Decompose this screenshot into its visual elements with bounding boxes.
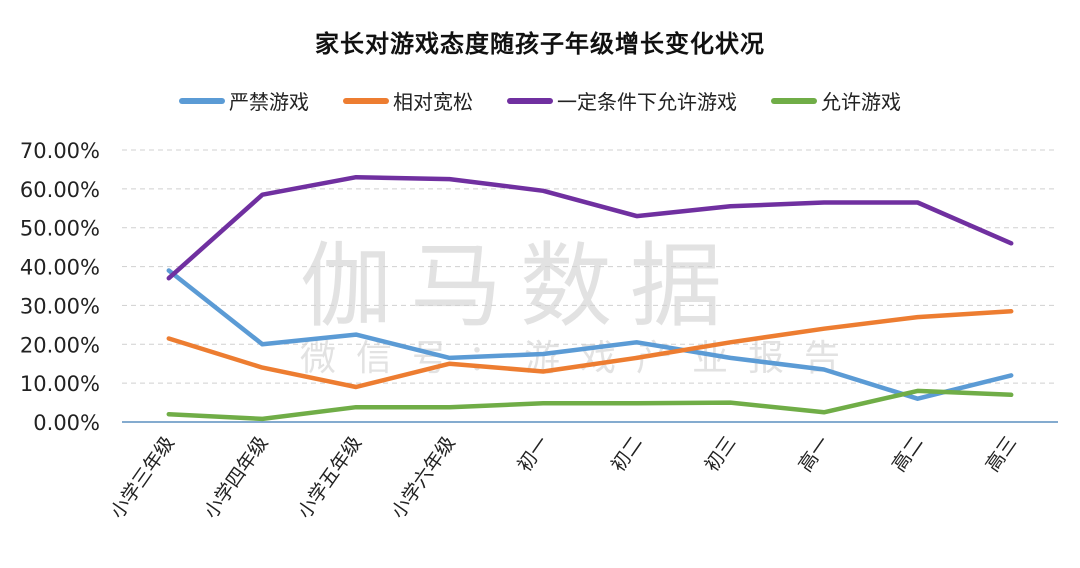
x-tick-label: 初三 (701, 432, 741, 476)
series-line-2 (166, 174, 1014, 281)
watermark-text: 伽马数据 (300, 233, 740, 340)
chart-title: 家长对游戏态度随孩子年级增长变化状况 (315, 30, 765, 58)
chart-legend: 严禁游戏 相对宽松 一定条件下允许游戏 允许游戏 (0, 86, 1080, 115)
legend-label: 严禁游戏 (229, 90, 309, 114)
legend-label: 一定条件下允许游戏 (557, 90, 737, 114)
x-tick-label: 小学六年级 (387, 432, 460, 522)
y-tick-label: 30.00% (20, 294, 100, 318)
y-axis: 0.00% 10.00% 20.00% 30.00% 40.00% 50.00% 60.00… (20, 139, 100, 435)
x-tick-label: 小学五年级 (294, 432, 367, 522)
x-tick-label: 高二 (888, 432, 928, 476)
legend-label: 相对宽松 (393, 90, 473, 114)
legend-item-series-3: 允许游戏 (771, 86, 901, 115)
x-tick-label: 小学三年级 (106, 432, 179, 522)
y-tick-label: 10.00% (20, 372, 100, 396)
y-tick-label: 40.00% (20, 256, 100, 280)
x-tick-label: 高三 (981, 432, 1021, 476)
legend-item-series-2: 一定条件下允许游戏 (507, 86, 737, 115)
legend-item-series-0: 严禁游戏 (179, 86, 309, 115)
y-tick-label: 0.00% (33, 411, 100, 435)
y-tick-label: 60.00% (20, 178, 100, 202)
x-tick-label: 初一 (513, 432, 553, 476)
x-tick-label: 高一 (794, 432, 834, 476)
series-line-0 (166, 268, 1014, 401)
legend-swatch-icon (343, 97, 389, 104)
legend-item-series-1: 相对宽松 (343, 86, 473, 115)
legend-swatch-icon (179, 97, 225, 104)
legend-label: 允许游戏 (821, 90, 901, 114)
y-tick-label: 20.00% (20, 333, 100, 357)
series-line-3 (166, 388, 1014, 422)
series-line-1 (166, 309, 1014, 390)
y-tick-label: 70.00% (20, 139, 100, 163)
x-axis: 小学三年级 小学四年级 小学五年级 小学六年级 初一 初二 初三 高一 高二 高三 (106, 432, 1021, 522)
series-lines (166, 174, 1014, 422)
legend-swatch-icon (507, 97, 553, 104)
x-tick-label: 初二 (607, 432, 647, 476)
legend-swatch-icon (771, 97, 817, 104)
y-tick-label: 50.00% (20, 217, 100, 241)
x-tick-label: 小学四年级 (200, 432, 273, 522)
